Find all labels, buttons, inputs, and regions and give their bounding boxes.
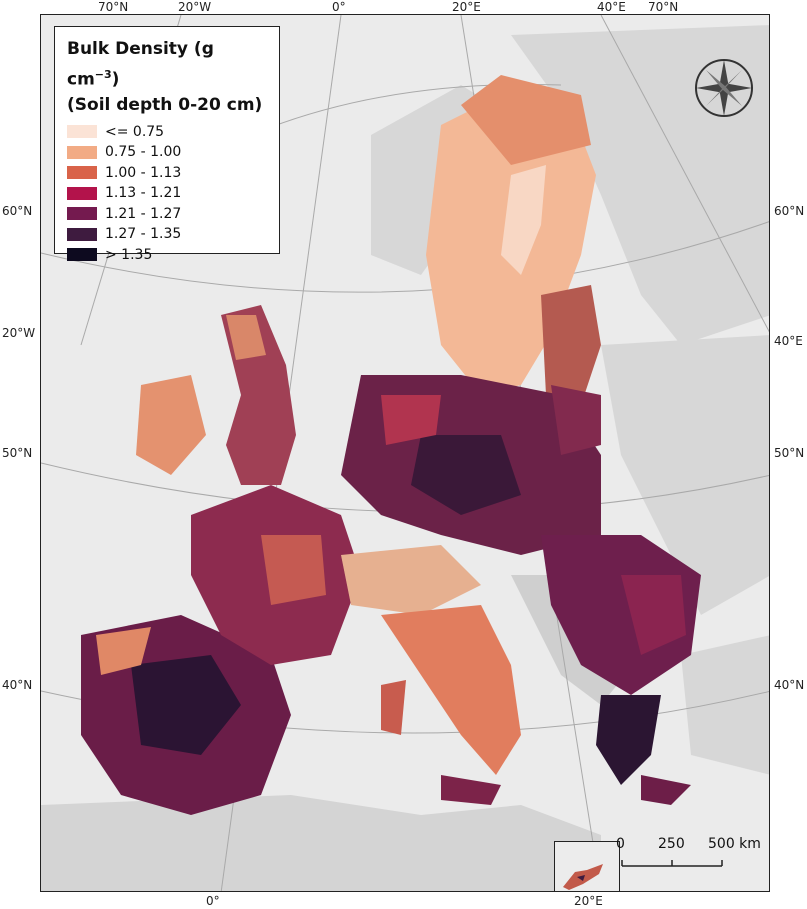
lat-label-left-1: 60°N: [2, 204, 33, 218]
legend-label: 0.75 - 1.00: [105, 144, 182, 161]
legend-label: 1.13 - 1.21: [105, 185, 182, 202]
legend-label: 1.21 - 1.27: [105, 205, 182, 222]
lat-label-right-1: 60°N: [774, 204, 805, 218]
legend-label: 1.00 - 1.13: [105, 164, 182, 181]
legend-title-superscript: −3: [94, 68, 112, 81]
inset-canvas: [563, 864, 603, 890]
lon-label-top-4: 40°E: [597, 0, 626, 14]
legend-swatch: [67, 125, 97, 139]
scale-label-500: 500 km: [708, 836, 761, 852]
legend-swatch: [67, 227, 97, 241]
compass-rose-icon: [692, 56, 756, 120]
lat-label-left-3: 40°N: [2, 678, 33, 692]
map-frame: [40, 14, 770, 892]
lat-label-left-2: 50°N: [2, 446, 33, 460]
legend-swatch: [67, 186, 97, 200]
legend-label: 1.27 - 1.35: [105, 226, 182, 243]
legend-item: 1.27 - 1.35: [67, 224, 267, 245]
legend-swatch: [67, 166, 97, 180]
lat-label-right-2: 50°N: [774, 446, 805, 460]
legend-item: > 1.35: [67, 245, 267, 266]
lat-label-top-2: 70°N: [648, 0, 679, 14]
lon-label-top-3: 20°E: [452, 0, 481, 14]
lon-label-top-1: 20°W: [178, 0, 212, 14]
scale-label-0: 0: [616, 836, 625, 852]
legend-label: <= 0.75: [105, 123, 165, 140]
legend-item: 0.75 - 1.00: [67, 142, 267, 163]
legend-item: <= 0.75: [67, 122, 267, 143]
soil-density-regions: [81, 75, 701, 815]
legend-item: 1.13 - 1.21: [67, 183, 267, 204]
lon-label-bottom-1: 0°: [206, 894, 220, 908]
legend-title-line2: (Soil depth 0-20 cm): [67, 94, 263, 115]
lat-label-top-1: 70°N: [98, 0, 129, 14]
legend-title-line1-end: ): [111, 69, 120, 90]
legend-title-line1: Bulk Density (g cm: [67, 39, 214, 90]
lat-label-right-3: 40°N: [774, 678, 805, 692]
lon-label-right-1: 40°E: [774, 334, 803, 348]
legend-label: > 1.35: [105, 246, 153, 263]
legend-swatch: [67, 207, 97, 221]
lon-label-top-2: 0°: [332, 0, 346, 14]
legend-title: Bulk Density (g cm−3) (Soil depth 0-20 c…: [67, 37, 267, 118]
legend-item: 1.21 - 1.27: [67, 204, 267, 225]
legend-rows: <= 0.75 0.75 - 1.00 1.00 - 1.13 1.13 - 1.21…: [67, 122, 267, 266]
lon-label-bottom-2: 20°E: [574, 894, 603, 908]
scale-bar: 0 250 500 km: [612, 836, 772, 876]
lon-label-left-1: 20°W: [2, 326, 36, 340]
cyprus-inset: [554, 841, 620, 891]
legend-swatch: [67, 248, 97, 262]
legend-item: 1.00 - 1.13: [67, 163, 267, 184]
legend: Bulk Density (g cm−3) (Soil depth 0-20 c…: [54, 26, 280, 263]
legend-swatch: [67, 145, 97, 159]
scale-label-250: 250: [658, 836, 685, 852]
